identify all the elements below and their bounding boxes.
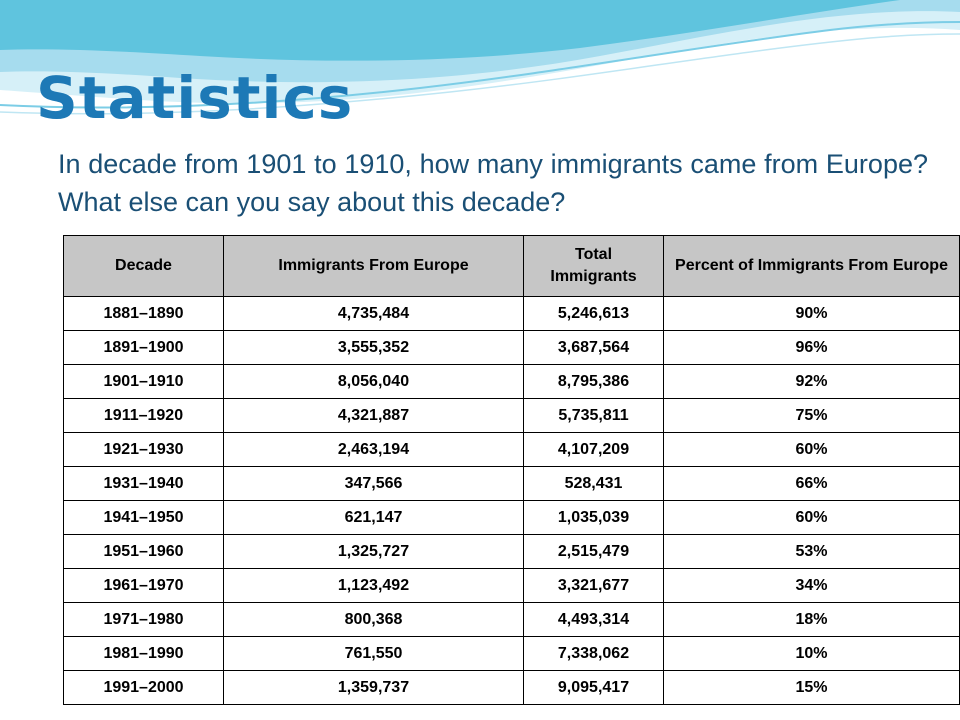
- cell-total-immigrants: 2,515,479: [523, 534, 664, 569]
- cell-decade: 1921–1930: [63, 432, 224, 467]
- cell-total-immigrants: 1,035,039: [523, 500, 664, 535]
- table-row: 1921–1930 2,463,194 4,107,209 60%: [63, 432, 960, 467]
- cell-total-immigrants: 8,795,386: [523, 364, 664, 399]
- wave-line: [0, 21, 960, 109]
- decorative-wave-banner: [0, 0, 960, 115]
- cell-percent-from-europe: 96%: [663, 330, 960, 365]
- cell-immigrants-from-europe: 761,550: [223, 636, 524, 671]
- cell-percent-from-europe: 60%: [663, 500, 960, 535]
- table-row: 1971–1980 800,368 4,493,314 18%: [63, 602, 960, 637]
- table-row: 1951–1960 1,325,727 2,515,479 53%: [63, 534, 960, 569]
- cell-immigrants-from-europe: 3,555,352: [223, 330, 524, 365]
- table-row: 1891–1900 3,555,352 3,687,564 96%: [63, 330, 960, 365]
- immigration-table: Decade Immigrants From Europe Total Immi…: [63, 235, 960, 705]
- table-row: 1991–2000 1,359,737 9,095,417 15%: [63, 670, 960, 705]
- cell-immigrants-from-europe: 621,147: [223, 500, 524, 535]
- cell-immigrants-from-europe: 4,321,887: [223, 398, 524, 433]
- cell-total-immigrants: 3,321,677: [523, 568, 664, 603]
- cell-percent-from-europe: 53%: [663, 534, 960, 569]
- cell-decade: 1941–1950: [63, 500, 224, 535]
- cell-total-immigrants: 4,493,314: [523, 602, 664, 637]
- table-header-row: Decade Immigrants From Europe Total Immi…: [63, 235, 960, 297]
- cell-immigrants-from-europe: 800,368: [223, 602, 524, 637]
- table-row: 1931–1940 347,566 528,431 66%: [63, 466, 960, 501]
- wave-accent: [0, 0, 900, 61]
- header-total-immigrants: Total Immigrants: [523, 235, 664, 297]
- header-decade: Decade: [63, 235, 224, 297]
- cell-decade: 1981–1990: [63, 636, 224, 671]
- cell-total-immigrants: 7,338,062: [523, 636, 664, 671]
- cell-immigrants-from-europe: 347,566: [223, 466, 524, 501]
- cell-percent-from-europe: 90%: [663, 296, 960, 331]
- cell-immigrants-from-europe: 2,463,194: [223, 432, 524, 467]
- table-body: 1881–1890 4,735,484 5,246,613 90% 1891–1900 3…: [63, 296, 960, 705]
- table-row: 1941–1950 621,147 1,035,039 60%: [63, 500, 960, 535]
- cell-decade: 1971–1980: [63, 602, 224, 637]
- cell-decade: 1891–1900: [63, 330, 224, 365]
- table-row: 1981–1990 761,550 7,338,062 10%: [63, 636, 960, 671]
- cell-decade: 1951–1960: [63, 534, 224, 569]
- wave-line-2: [0, 33, 960, 115]
- cell-total-immigrants: 3,687,564: [523, 330, 664, 365]
- cell-percent-from-europe: 92%: [663, 364, 960, 399]
- cell-total-immigrants: 528,431: [523, 466, 664, 501]
- cell-decade: 1991–2000: [63, 670, 224, 705]
- table-row: 1901–1910 8,056,040 8,795,386 92%: [63, 364, 960, 399]
- cell-decade: 1961–1970: [63, 568, 224, 603]
- cell-immigrants-from-europe: 1,359,737: [223, 670, 524, 705]
- cell-percent-from-europe: 18%: [663, 602, 960, 637]
- cell-immigrants-from-europe: 1,123,492: [223, 568, 524, 603]
- cell-decade: 1901–1910: [63, 364, 224, 399]
- cell-percent-from-europe: 66%: [663, 466, 960, 501]
- cell-decade: 1881–1890: [63, 296, 224, 331]
- cell-total-immigrants: 4,107,209: [523, 432, 664, 467]
- table-row: 1911–1920 4,321,887 5,735,811 75%: [63, 398, 960, 433]
- cell-immigrants-from-europe: 4,735,484: [223, 296, 524, 331]
- cell-decade: 1931–1940: [63, 466, 224, 501]
- question-text: In decade from 1901 to 1910, how many im…: [58, 149, 928, 217]
- cell-immigrants-from-europe: 8,056,040: [223, 364, 524, 399]
- cell-total-immigrants: 5,246,613: [523, 296, 664, 331]
- header-percent-from-europe: Percent of Immigrants From Europe: [663, 235, 960, 297]
- table-row: 1961–1970 1,123,492 3,321,677 34%: [63, 568, 960, 603]
- cell-percent-from-europe: 15%: [663, 670, 960, 705]
- cell-total-immigrants: 5,735,811: [523, 398, 664, 433]
- cell-percent-from-europe: 75%: [663, 398, 960, 433]
- cell-immigrants-from-europe: 1,325,727: [223, 534, 524, 569]
- cell-decade: 1911–1920: [63, 398, 224, 433]
- header-immigrants-from-europe: Immigrants From Europe: [223, 235, 524, 297]
- cell-total-immigrants: 9,095,417: [523, 670, 664, 705]
- slide-title: Statistics: [36, 64, 354, 132]
- cell-percent-from-europe: 60%: [663, 432, 960, 467]
- cell-percent-from-europe: 10%: [663, 636, 960, 671]
- cell-percent-from-europe: 34%: [663, 568, 960, 603]
- table-row: 1881–1890 4,735,484 5,246,613 90%: [63, 296, 960, 331]
